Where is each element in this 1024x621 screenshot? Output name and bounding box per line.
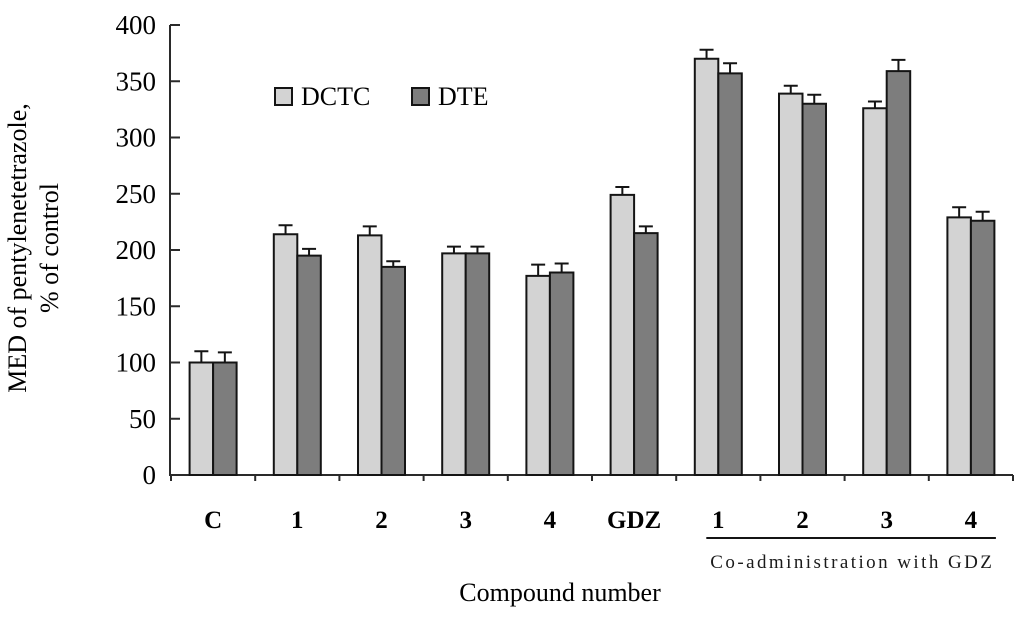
bar-dte-1 bbox=[296, 254, 322, 476]
x-axis-title: Compound number bbox=[459, 578, 661, 607]
bar-dte-9 bbox=[969, 219, 996, 476]
y-tick-label-350: 350 bbox=[116, 66, 157, 96]
x-category-label-5: GDZ bbox=[607, 507, 661, 534]
bar-dctc-4 bbox=[525, 274, 551, 476]
x-category-label-9: 4 bbox=[965, 507, 978, 534]
y-tick-label-250: 250 bbox=[116, 179, 157, 209]
y-tick-label-400: 400 bbox=[116, 10, 157, 40]
bar-dte-0 bbox=[212, 361, 238, 476]
bar-dctc-3 bbox=[441, 252, 467, 476]
bar-dte-4 bbox=[548, 271, 575, 476]
y-tick-label-50: 50 bbox=[129, 404, 156, 434]
x-category-label-1: 1 bbox=[291, 507, 304, 534]
bar-dte-5 bbox=[633, 232, 659, 476]
legend-label-dctc: DCTC bbox=[301, 82, 370, 111]
bar-dctc-1 bbox=[272, 233, 299, 476]
x-category-label-6: 1 bbox=[712, 507, 725, 534]
bar-dctc-5 bbox=[609, 193, 636, 476]
y-tick-label-150: 150 bbox=[116, 291, 157, 321]
x-category-label-8: 3 bbox=[880, 507, 893, 534]
bar-dctc-8 bbox=[862, 107, 888, 476]
bar-dctc-2 bbox=[357, 234, 383, 476]
x-category-label-7: 2 bbox=[796, 507, 809, 534]
x-category-label-3: 3 bbox=[459, 507, 472, 534]
y-axis-title-line2: % of control bbox=[35, 183, 64, 313]
legend-label-dte: DTE bbox=[438, 82, 489, 111]
bar-dctc-6 bbox=[693, 57, 720, 476]
bar-dctc-7 bbox=[778, 92, 804, 476]
legend-swatch-dte bbox=[411, 87, 430, 106]
x-category-label-0: C bbox=[204, 507, 222, 534]
bar-dte-7 bbox=[801, 102, 827, 476]
bar-dctc-0 bbox=[188, 361, 215, 476]
x-category-label-2: 2 bbox=[375, 507, 388, 534]
y-tick-label-200: 200 bbox=[116, 235, 157, 265]
legend: DCTC DTE bbox=[274, 82, 489, 111]
bar-dte-2 bbox=[380, 265, 406, 476]
bar-dte-8 bbox=[885, 70, 912, 476]
bar-dte-6 bbox=[717, 72, 743, 476]
y-tick-label-100: 100 bbox=[116, 348, 157, 378]
y-axis-title-line1: MED of pentylenetetrazole, bbox=[3, 103, 32, 393]
y-tick-label-0: 0 bbox=[143, 460, 157, 490]
y-tick-label-300: 300 bbox=[116, 123, 157, 153]
x-category-label-4: 4 bbox=[544, 507, 557, 534]
legend-swatch-dctc bbox=[274, 87, 293, 106]
plot-area: 0 50 100 150 200 250 300 350 400 C 1 2 3 4 GDZ 1 2 3 4 bbox=[116, 10, 1014, 534]
coadmin-label: Co-administration with GDZ bbox=[710, 552, 992, 573]
bar-dctc-9 bbox=[946, 216, 972, 476]
bar-dte-3 bbox=[464, 252, 491, 476]
